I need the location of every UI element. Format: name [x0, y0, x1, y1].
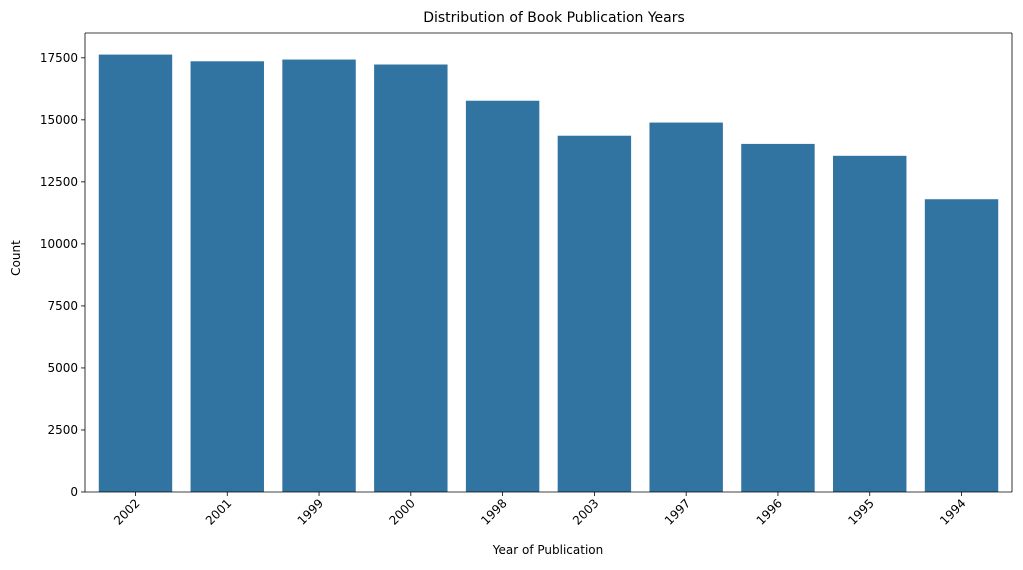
x-tick-label-1999: 1999 — [295, 496, 326, 527]
x-axis-label: Year of Publication — [492, 543, 603, 557]
bar-2000 — [374, 64, 448, 492]
x-tick-label-2003: 2003 — [570, 496, 601, 527]
y-tick-label-0: 0 — [70, 485, 78, 499]
x-tick-label-1997: 1997 — [662, 496, 693, 527]
y-tick-label-2500: 2500 — [47, 423, 78, 437]
x-tick-label-2001: 2001 — [203, 496, 234, 527]
bar-1996 — [741, 143, 815, 492]
x-tick-label-2000: 2000 — [386, 496, 417, 527]
y-tick-label-5000: 5000 — [47, 361, 78, 375]
bar-2002 — [98, 54, 173, 493]
axes-group — [84, 32, 1013, 493]
bar-1998 — [465, 100, 540, 492]
x-tick-label-1994: 1994 — [937, 496, 968, 527]
bar-1997 — [649, 122, 723, 492]
bar-2003 — [557, 135, 632, 492]
y-tick-label-10000: 10000 — [40, 237, 78, 251]
chart-title: Distribution of Book Publication Years — [423, 10, 685, 26]
x-tick-label-1996: 1996 — [754, 496, 785, 527]
y-axis-label: Count — [9, 240, 23, 276]
bar-1999 — [282, 59, 356, 493]
bar-2001 — [190, 61, 264, 492]
x-tick-label-1998: 1998 — [478, 496, 509, 527]
y-tick-label-17500: 17500 — [40, 51, 78, 65]
x-tick-label-2002: 2002 — [111, 496, 142, 527]
y-axis-ticks: 0 2500 5000 7500 10000 12500 15000 17500 — [40, 51, 85, 499]
bar-1994 — [924, 199, 999, 493]
y-tick-label-7500: 7500 — [47, 299, 78, 313]
y-tick-label-15000: 15000 — [40, 113, 78, 127]
y-tick-label-12500: 12500 — [40, 175, 78, 189]
x-tick-label-1995: 1995 — [845, 496, 876, 527]
x-axis-ticks: 2002 2001 1999 2000 1998 2003 1997 1996 1995 1994 — [111, 492, 969, 528]
bars-group — [98, 54, 999, 493]
bar-1995 — [833, 155, 907, 492]
